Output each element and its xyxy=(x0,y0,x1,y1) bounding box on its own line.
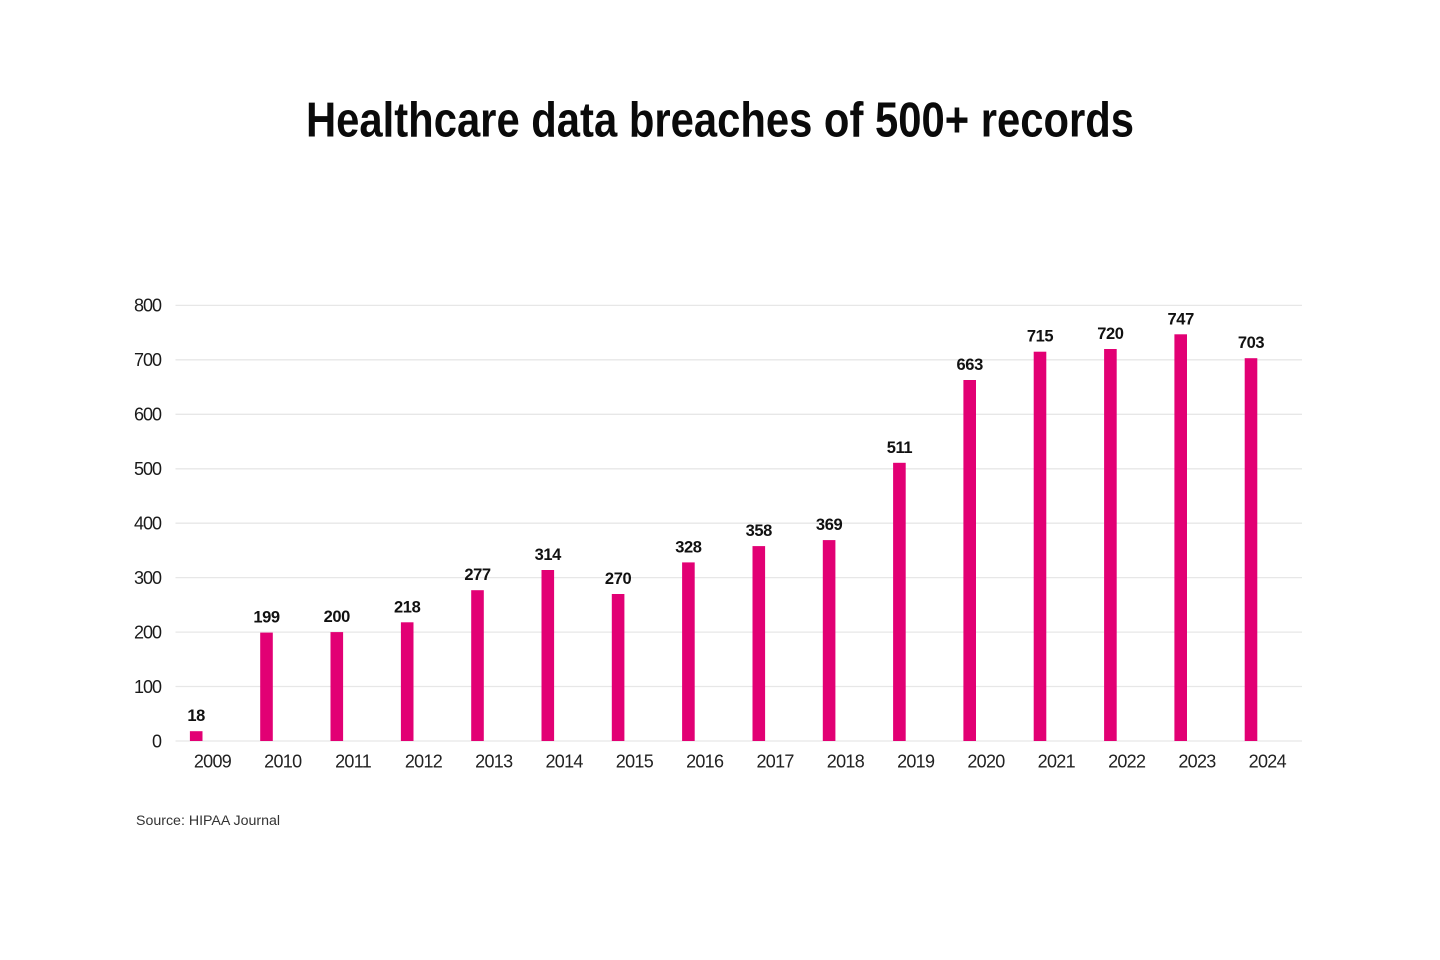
svg-text:2023: 2023 xyxy=(1178,752,1216,772)
svg-text:200: 200 xyxy=(134,622,162,642)
svg-text:2011: 2011 xyxy=(335,752,372,772)
svg-text:2024: 2024 xyxy=(1249,752,1287,772)
svg-text:2018: 2018 xyxy=(827,752,865,772)
svg-text:218: 218 xyxy=(394,598,421,616)
svg-text:328: 328 xyxy=(675,538,702,556)
svg-text:Healthcare data breaches of 50: Healthcare data breaches of 500+ records xyxy=(306,94,1134,148)
svg-text:400: 400 xyxy=(134,514,162,534)
svg-text:100: 100 xyxy=(134,677,162,697)
svg-text:700: 700 xyxy=(134,350,162,370)
svg-text:270: 270 xyxy=(605,570,632,588)
svg-text:500: 500 xyxy=(134,459,162,479)
svg-text:369: 369 xyxy=(816,516,843,534)
svg-text:720: 720 xyxy=(1097,325,1124,343)
svg-text:800: 800 xyxy=(134,296,162,316)
svg-text:663: 663 xyxy=(957,356,984,374)
svg-text:2017: 2017 xyxy=(756,752,794,772)
svg-text:2013: 2013 xyxy=(475,752,513,772)
svg-text:2020: 2020 xyxy=(967,752,1005,772)
svg-text:0: 0 xyxy=(152,731,162,751)
svg-text:200: 200 xyxy=(324,608,351,626)
svg-text:511: 511 xyxy=(887,439,913,457)
svg-text:2015: 2015 xyxy=(616,752,654,772)
svg-text:2022: 2022 xyxy=(1108,752,1146,772)
svg-text:2016: 2016 xyxy=(686,752,724,772)
svg-text:703: 703 xyxy=(1238,334,1265,352)
svg-text:2021: 2021 xyxy=(1038,752,1076,772)
svg-text:Source: HIPAA Journal: Source: HIPAA Journal xyxy=(136,813,280,829)
svg-text:300: 300 xyxy=(134,568,162,588)
svg-text:2019: 2019 xyxy=(897,752,935,772)
svg-text:277: 277 xyxy=(464,566,491,584)
svg-text:18: 18 xyxy=(187,707,205,725)
svg-text:747: 747 xyxy=(1168,310,1195,328)
svg-text:2009: 2009 xyxy=(194,752,232,772)
svg-text:600: 600 xyxy=(134,405,162,425)
svg-text:2010: 2010 xyxy=(264,752,302,772)
svg-text:199: 199 xyxy=(253,609,280,627)
svg-text:2014: 2014 xyxy=(545,752,583,772)
svg-text:358: 358 xyxy=(746,522,773,540)
svg-text:2012: 2012 xyxy=(405,752,443,772)
svg-text:715: 715 xyxy=(1027,328,1054,346)
svg-text:314: 314 xyxy=(535,546,563,564)
